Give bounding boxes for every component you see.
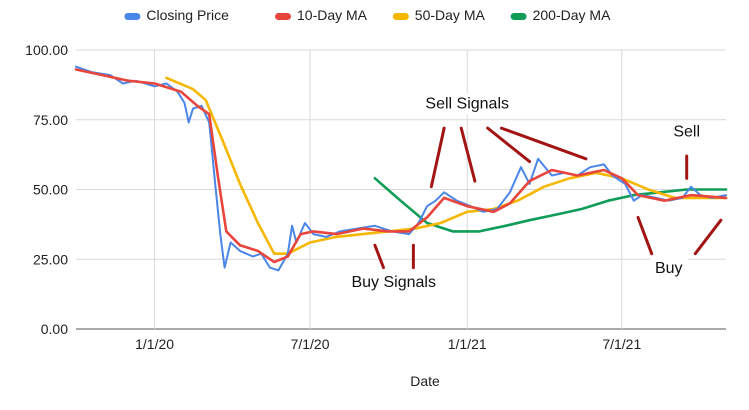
annotation-label-sell-signals: Sell Signals: [425, 96, 509, 113]
annotation-label-buy-signals: Buy Signals: [351, 274, 436, 291]
legend-label: 200-Day MA: [533, 7, 611, 23]
annotation-pointer-sell-signals: [459, 126, 477, 183]
legend-item-200-day-ma[interactable]: 200-Day MA: [510, 7, 611, 23]
legend-swatch: [124, 13, 141, 20]
x-axis-title: Date: [410, 373, 440, 389]
annotation-pointer-sell-signals: [429, 126, 446, 189]
legend: Closing Price 10-Day MA 50-Day MA 200-Day M…: [124, 7, 611, 23]
legend-item-10-day-ma[interactable]: 10-Day MA: [275, 7, 368, 23]
annotation-pointer-buy: [636, 215, 654, 256]
annotation-pointer-sell-signals: [499, 126, 588, 161]
legend-swatch: [275, 13, 291, 20]
series-line-10-day-ma: [74, 68, 728, 264]
y-tick-label: 75.00: [33, 112, 68, 128]
annotation-pointer-buy-signals: [373, 243, 385, 270]
y-tick-label: 25.00: [33, 251, 68, 267]
series-line-50-day-ma: [165, 76, 728, 255]
x-tick-label: 1/1/21: [448, 336, 487, 352]
y-tick-label: 50.00: [33, 182, 68, 198]
annotation-label-sell: Sell: [673, 123, 700, 140]
x-tick-label: 1/1/20: [135, 336, 174, 352]
x-tick-label: 7/1/20: [291, 336, 330, 352]
annotation-pointer-sell-signals: [486, 126, 532, 164]
x-axis: 1/1/20 7/1/20 1/1/21 7/1/21: [135, 336, 641, 352]
x-tick-label: 7/1/21: [602, 336, 641, 352]
legend-swatch: [510, 13, 527, 20]
y-tick-label: 100.00: [25, 42, 68, 58]
annotation-label-bg: [338, 272, 450, 294]
legend-swatch: [392, 13, 409, 20]
annotation-label-bg: [663, 121, 711, 143]
plot-area: [74, 65, 728, 272]
legend-item-closing-price[interactable]: Closing Price: [124, 7, 229, 23]
legend-label: 50-Day MA: [415, 7, 486, 23]
annotation-label-buy: Buy: [655, 260, 683, 277]
series-line-closing-price: [75, 65, 727, 272]
annotations-layer: Sell Signals Buy Signals Sell Buy: [338, 93, 723, 294]
legend-item-50-day-ma[interactable]: 50-Day MA: [392, 7, 486, 23]
annotation-label-bg: [406, 93, 528, 115]
y-axis: 0.00 25.00 50.00 75.00 100.00: [25, 42, 68, 337]
annotation-pointer-buy: [693, 218, 723, 256]
gridlines: [76, 49, 726, 330]
legend-label: 10-Day MA: [297, 7, 368, 23]
legend-label: Closing Price: [146, 7, 229, 23]
y-tick-label: 0.00: [41, 321, 68, 337]
annotation-label-bg: [649, 258, 688, 280]
